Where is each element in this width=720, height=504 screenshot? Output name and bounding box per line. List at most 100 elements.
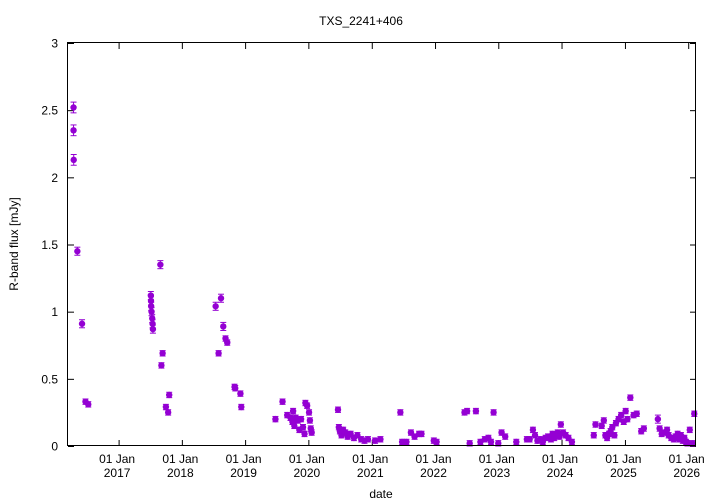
data-point: [308, 429, 315, 436]
chart-title: TXS_2241+406: [319, 14, 403, 28]
y-tick-label: 0.5: [41, 372, 58, 386]
data-point-marker: [217, 295, 225, 302]
data-point-marker: [557, 421, 565, 428]
y-tick-label: 2: [51, 171, 58, 185]
data-point-marker: [611, 432, 618, 439]
data-point-marker: [495, 440, 502, 447]
data-point-marker: [592, 421, 599, 428]
data-point-marker: [633, 410, 640, 417]
data-point: [513, 438, 520, 446]
data-point: [157, 260, 164, 270]
x-tick-label-year: 2017: [104, 466, 131, 480]
data-point-marker: [364, 436, 372, 443]
data-point: [279, 398, 286, 405]
data-point-marker: [220, 323, 227, 330]
data-point: [70, 101, 77, 114]
data-point-marker: [466, 440, 473, 447]
data-point: [377, 436, 384, 443]
data-point-marker: [272, 415, 279, 423]
x-tick-label-day: 01 Jan: [289, 452, 325, 466]
data-point-marker: [70, 156, 77, 164]
data-point-marker: [334, 406, 342, 413]
data-point: [85, 401, 92, 408]
y-tick-label: 1: [51, 305, 58, 319]
data-point-marker: [237, 390, 244, 397]
data-point: [289, 407, 297, 415]
data-point: [303, 402, 311, 409]
data-point-marker: [529, 426, 537, 434]
data-point-marker: [624, 415, 631, 423]
x-tick-label-year: 2023: [483, 466, 510, 480]
x-axis-title: date: [369, 487, 393, 501]
data-point: [654, 414, 662, 424]
data-point-marker: [232, 385, 239, 392]
data-point-marker: [215, 350, 222, 357]
data-point: [627, 394, 634, 401]
data-point-marker: [308, 429, 315, 436]
data-point-marker: [70, 104, 77, 111]
data-point-marker: [622, 407, 629, 415]
data-point-marker: [627, 394, 634, 401]
data-point-marker: [70, 127, 77, 134]
data-point-marker: [472, 407, 480, 415]
data-point-marker: [301, 430, 308, 438]
data-point: [224, 339, 231, 346]
data-point-marker: [148, 308, 155, 315]
data-point-marker: [299, 423, 307, 431]
data-point-marker: [403, 438, 410, 446]
data-point: [166, 391, 173, 399]
y-axis: 0 0.5 1 1.5 2 2.5 3: [41, 37, 696, 454]
data-point-marker: [654, 415, 662, 423]
x-tick-label-day: 01 Jan: [542, 452, 578, 466]
data-point-marker: [289, 407, 297, 415]
data-point: [472, 407, 480, 415]
data-point-marker: [526, 436, 533, 443]
data-point: [490, 409, 497, 416]
data-point: [74, 246, 81, 256]
data-point: [397, 409, 404, 416]
data-point-marker: [371, 437, 379, 444]
plot-frame: [67, 42, 696, 446]
x-tick-label-year: 2019: [230, 466, 257, 480]
data-point: [215, 350, 222, 357]
data-point-marker: [224, 339, 231, 346]
data-point: [600, 417, 608, 424]
data-point-marker: [513, 438, 520, 446]
x-tick-label-year: 2024: [547, 466, 574, 480]
data-point-marker: [166, 391, 173, 399]
data-point: [633, 410, 640, 417]
x-tick-label-year: 2020: [294, 466, 321, 480]
data-point-marker: [568, 438, 576, 446]
x-tick-label-day: 01 Jan: [99, 452, 135, 466]
data-point-marker: [74, 248, 81, 255]
data-point: [158, 362, 165, 369]
data-point-marker: [686, 426, 693, 434]
data-point: [217, 293, 225, 303]
x-tick-label-day: 01 Jan: [479, 452, 515, 466]
data-point: [568, 438, 576, 446]
data-point: [590, 432, 597, 439]
x-tick-label-year: 2025: [610, 466, 637, 480]
data-point: [334, 406, 342, 413]
y-tick-label: 0: [51, 440, 58, 454]
data-point: [78, 319, 86, 329]
data-point-marker: [684, 440, 691, 447]
data-point: [463, 407, 471, 415]
x-tick-label-year: 2026: [673, 466, 700, 480]
data-point: [624, 415, 631, 423]
data-point: [487, 438, 495, 446]
data-point: [371, 437, 379, 444]
data-point: [299, 423, 307, 431]
data-point-marker: [164, 409, 172, 416]
data-point: [70, 124, 77, 137]
data-point-marker: [463, 407, 471, 415]
data-point-marker: [149, 325, 157, 333]
x-tick-label-day: 01 Jan: [162, 452, 198, 466]
data-point: [640, 425, 648, 432]
data-point: [403, 438, 410, 446]
y-axis-title: R-band flux [mJy]: [7, 197, 21, 290]
x-tick-label-year: 2018: [167, 466, 194, 480]
data-point-marker: [212, 303, 219, 310]
data-point-marker: [487, 438, 495, 446]
